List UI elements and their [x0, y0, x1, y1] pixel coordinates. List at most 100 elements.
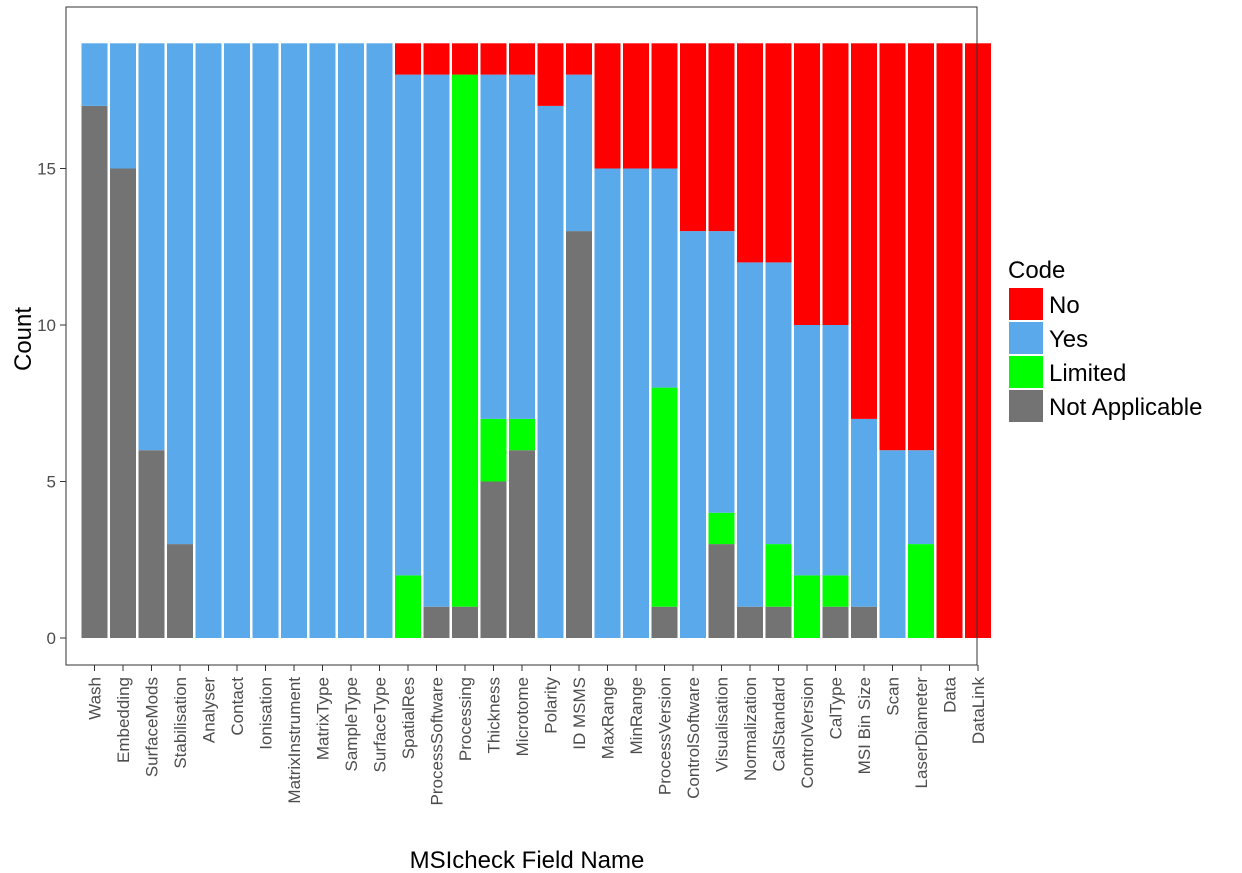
- legend-label-no: No: [1049, 292, 1080, 319]
- x-tick-label-scan: Scan: [884, 677, 903, 716]
- x-tick-label-data: Data: [941, 676, 960, 712]
- bar-analyser-yes: [195, 43, 222, 639]
- bar-matrixtype-yes: [309, 43, 336, 639]
- x-tick-label-ionisation: Ionisation: [257, 677, 276, 750]
- bar-id-msms-no: [566, 43, 592, 75]
- bar-processsoftware-not-applicable: [423, 606, 450, 638]
- bar-maxrange-yes: [594, 168, 621, 638]
- bar-sampletype-yes: [338, 43, 364, 639]
- bar-scan-yes: [879, 450, 906, 638]
- bar-minrange-no: [623, 43, 649, 169]
- legend-key-not-applicable: [1009, 390, 1043, 422]
- bar-embedding-not-applicable: [110, 168, 136, 638]
- bar-controlsoftware-no: [680, 43, 706, 232]
- x-tick-label-maxrange: MaxRange: [599, 677, 618, 759]
- bar-embedding-yes: [110, 43, 136, 169]
- bar-caltype-not-applicable: [822, 606, 849, 638]
- legend-title: Code: [1008, 257, 1065, 284]
- bar-controlsoftware-yes: [680, 231, 706, 638]
- bar-processing-no: [452, 43, 478, 75]
- x-tick-label-visualisation: Visualisation: [713, 677, 732, 772]
- x-tick-label-laserdiameter: LaserDiameter: [912, 677, 931, 789]
- bar-laserdiameter-no: [908, 43, 934, 451]
- legend: Code No Yes Limited Not Applicable: [1008, 257, 1202, 422]
- legend-key-no: [1009, 288, 1043, 320]
- x-tick-label-normalization: Normalization: [741, 677, 760, 781]
- bar-thickness-not-applicable: [480, 481, 507, 638]
- legend-label-limited: Limited: [1049, 360, 1126, 387]
- x-tick-label-controlsoftware: ControlSoftware: [684, 677, 703, 799]
- x-tick-label-caltype: CalType: [827, 677, 846, 739]
- x-tick-label-analyser: Analyser: [200, 677, 219, 743]
- bar-controlversion-limited: [794, 575, 820, 638]
- bar-surfacemods-yes: [138, 43, 165, 451]
- bar-caltype-no: [822, 43, 849, 326]
- bar-processing-limited: [452, 74, 478, 607]
- bar-msi-bin-size-no: [851, 43, 877, 419]
- bar-processversion-limited: [651, 387, 678, 607]
- bar-processing-not-applicable: [452, 606, 478, 638]
- bar-datalink-no: [965, 43, 991, 639]
- x-tick-label-datalink: DataLink: [969, 677, 988, 745]
- bar-surfacemods-not-applicable: [138, 450, 165, 638]
- bar-thickness-no: [480, 43, 507, 75]
- bar-visualisation-no: [708, 43, 735, 232]
- y-tick-label: 10: [37, 316, 56, 335]
- bar-msi-bin-size-yes: [851, 418, 877, 607]
- bar-contact-yes: [224, 43, 250, 639]
- bar-polarity-yes: [537, 105, 564, 638]
- x-tick-label-contact: Contact: [228, 677, 247, 736]
- bars-group: [81, 43, 991, 639]
- y-axis-title: Count: [10, 307, 37, 371]
- bar-controlversion-yes: [794, 325, 820, 576]
- bar-wash-not-applicable: [81, 105, 108, 638]
- bar-polarity-no: [537, 43, 564, 106]
- bar-thickness-limited: [480, 418, 507, 482]
- bar-wash-yes: [81, 43, 108, 106]
- bar-id-msms-yes: [566, 74, 592, 232]
- x-tick-label-thickness: Thickness: [485, 677, 504, 754]
- bar-calstandard-limited: [765, 544, 792, 607]
- bar-ionisation-yes: [252, 43, 279, 639]
- bar-visualisation-not-applicable: [708, 544, 735, 638]
- bar-calstandard-no: [765, 43, 792, 263]
- x-tick-label-wash: Wash: [86, 677, 105, 720]
- x-tick-label-spatialres: SpatialRes: [399, 677, 418, 759]
- y-axis: 0 5 10 15: [37, 160, 66, 648]
- x-tick-label-matrixinstrument: MatrixInstrument: [285, 677, 304, 804]
- x-tick-label-surfacemods: SurfaceMods: [143, 677, 162, 777]
- bar-controlversion-no: [794, 43, 820, 326]
- x-tick-label-sampletype: SampleType: [342, 677, 361, 772]
- bar-normalization-yes: [737, 262, 763, 607]
- x-tick-label-msi-bin-size: MSI Bin Size: [855, 677, 874, 774]
- bar-processsoftware-yes: [423, 74, 450, 607]
- bar-processversion-no: [651, 43, 678, 169]
- x-tick-label-matrixtype: MatrixType: [314, 677, 333, 760]
- bar-processversion-not-applicable: [651, 606, 678, 638]
- bar-scan-no: [879, 43, 906, 451]
- legend-label-not-applicable: Not Applicable: [1049, 394, 1202, 421]
- bar-visualisation-limited: [708, 512, 735, 545]
- x-tick-label-controlversion: ControlVersion: [798, 677, 817, 789]
- x-tick-label-calstandard: CalStandard: [770, 677, 789, 772]
- bar-spatialres-no: [395, 43, 421, 75]
- x-axis: Wash Embedding SurfaceMods Stabilisation Ana…: [86, 665, 988, 806]
- x-tick-label-processing: Processing: [456, 677, 475, 761]
- x-tick-label-polarity: Polarity: [542, 677, 561, 734]
- bar-caltype-limited: [822, 575, 849, 607]
- bar-spatialres-limited: [395, 575, 421, 638]
- bar-minrange-yes: [623, 168, 649, 638]
- x-tick-label-processsoftware: ProcessSoftware: [428, 677, 447, 806]
- bar-thickness-yes: [480, 74, 507, 419]
- bar-calstandard-not-applicable: [765, 606, 792, 638]
- legend-key-limited: [1009, 356, 1043, 388]
- bar-normalization-no: [737, 43, 763, 263]
- x-tick-label-stabilisation: Stabilisation: [171, 677, 190, 769]
- bar-id-msms-not-applicable: [566, 231, 592, 638]
- bar-laserdiameter-limited: [908, 544, 934, 638]
- x-axis-title: MSIcheck Field Name: [410, 847, 645, 873]
- bar-spatialres-yes: [395, 74, 421, 576]
- bar-microtome-not-applicable: [509, 450, 535, 638]
- bar-data-no: [936, 43, 963, 639]
- bar-normalization-not-applicable: [737, 606, 763, 638]
